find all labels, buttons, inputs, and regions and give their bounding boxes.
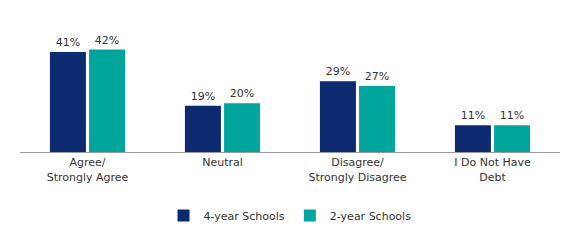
svg-text:42%: 42% — [95, 34, 119, 47]
svg-text:2-year Schools: 2-year Schools — [330, 210, 411, 223]
svg-text:4-year Schools: 4-year Schools — [204, 210, 285, 223]
svg-text:11%: 11% — [461, 109, 485, 122]
svg-text:Agree/Strongly Agree: Agree/Strongly Agree — [47, 156, 129, 183]
svg-text:27%: 27% — [365, 70, 389, 83]
svg-text:20%: 20% — [230, 87, 254, 100]
svg-text:I Do Not HaveDebt: I Do Not HaveDebt — [454, 156, 531, 183]
svg-text:11%: 11% — [500, 109, 524, 122]
svg-text:Disagree/Strongly Disagree: Disagree/Strongly Disagree — [308, 156, 406, 183]
svg-text:19%: 19% — [191, 90, 215, 103]
svg-text:29%: 29% — [326, 65, 350, 78]
svg-text:41%: 41% — [56, 36, 80, 49]
svg-text:Neutral: Neutral — [202, 156, 243, 169]
